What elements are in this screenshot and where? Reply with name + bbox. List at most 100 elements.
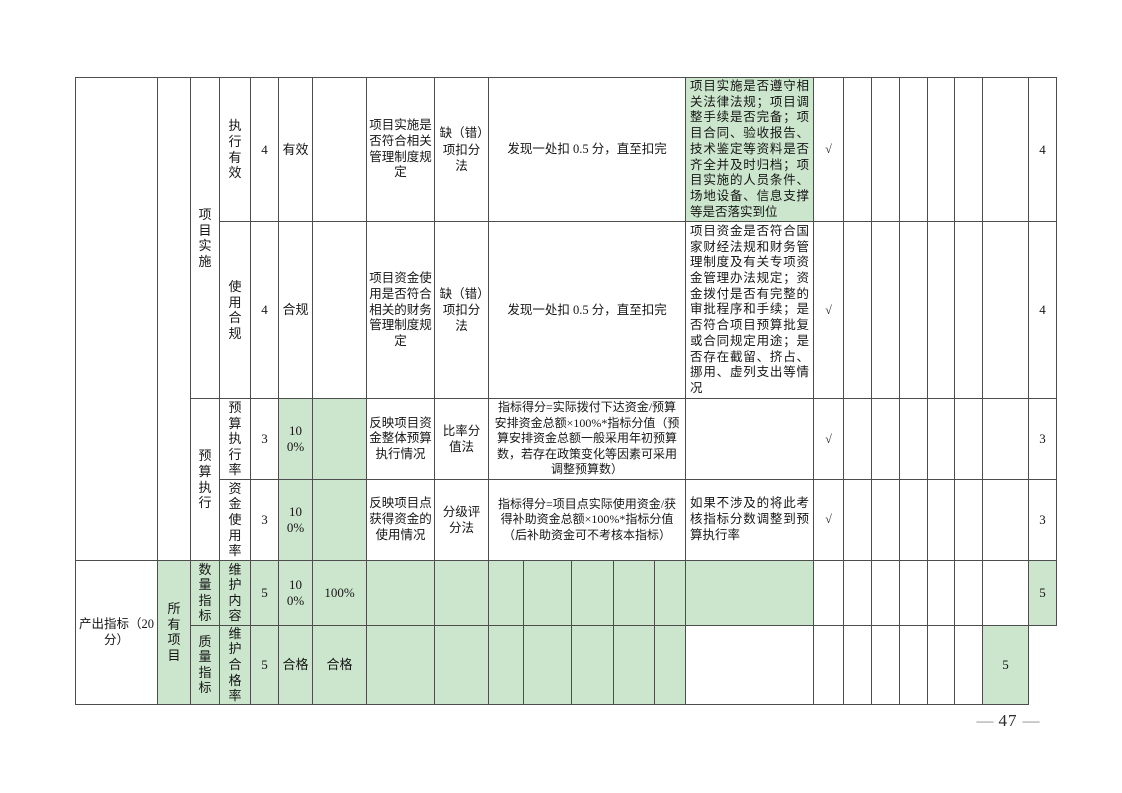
cell-exec-effective-score: 4 bbox=[250, 76, 279, 223]
cell-exec-effective-points: 项目实施是否遵守相关法律法规；项目调整手续是否完备；项目合同、验收报告、技术鉴定… bbox=[685, 76, 815, 223]
empty-cell bbox=[571, 559, 614, 626]
empty-cell bbox=[871, 559, 901, 626]
empty-cell bbox=[685, 398, 815, 480]
cell-fund-use-rate-explanation: 反映项目点获得资金的使用情况 bbox=[366, 478, 435, 561]
cell-fund-use-rate-checkmark: √ bbox=[813, 478, 845, 561]
empty-cell bbox=[871, 76, 901, 223]
cell-maintain-pass-rate-final-score: 5 bbox=[982, 624, 1030, 705]
empty-cell bbox=[613, 624, 655, 705]
cell-fund-use-rate-points: 如果不涉及的将此考核指标分数调整到预算执行率 bbox=[685, 478, 815, 561]
empty-cell bbox=[434, 624, 489, 705]
empty-cell bbox=[871, 478, 901, 561]
empty-cell bbox=[871, 398, 901, 480]
empty-cell bbox=[954, 559, 984, 626]
cell-exec-effective-method: 缺（错）项扣分法 bbox=[434, 76, 489, 223]
cell-budget-exec-rate-explanation: 反映项目资金整体预算执行情况 bbox=[366, 398, 435, 480]
empty-cell bbox=[685, 624, 815, 705]
empty-cell bbox=[312, 398, 367, 480]
cell-group-all-projects: 所有项目 bbox=[157, 559, 191, 705]
cell-level1-blank bbox=[75, 77, 158, 561]
empty-cell bbox=[899, 624, 929, 705]
empty-cell bbox=[982, 76, 1030, 223]
empty-cell bbox=[843, 559, 873, 626]
empty-cell bbox=[843, 76, 873, 223]
cell-exec-effective-standard: 发现一处扣 0.5 分，直至扣完 bbox=[487, 76, 687, 223]
group-label: 预算执行 bbox=[198, 448, 212, 511]
cell-budget-exec-rate-score: 3 bbox=[250, 398, 279, 480]
empty-cell bbox=[813, 624, 845, 705]
empty-cell bbox=[927, 398, 956, 480]
empty-cell bbox=[843, 624, 873, 705]
empty-cell bbox=[653, 624, 687, 705]
cell-use-compliance-score: 4 bbox=[250, 221, 279, 400]
empty-cell bbox=[982, 221, 1030, 400]
cell-maintain-content-target: 100% bbox=[278, 559, 313, 626]
group-label: 所有项目 bbox=[167, 601, 181, 663]
group-label: 项目实施 bbox=[198, 206, 212, 269]
empty-cell bbox=[899, 398, 929, 480]
empty-cell bbox=[982, 559, 1030, 626]
empty-cell bbox=[954, 221, 984, 400]
cell-exec-effective-target: 有效 bbox=[278, 76, 313, 223]
empty-cell bbox=[843, 398, 873, 480]
cell-use-compliance-method: 缺（错）项扣分法 bbox=[434, 221, 489, 400]
empty-cell bbox=[843, 478, 873, 561]
empty-cell bbox=[613, 559, 655, 626]
category-label: 质量指标 bbox=[198, 633, 212, 696]
cell-use-compliance-points: 项目资金是否符合国家财经法规和财务管理制度及有关专项资金管理办法规定；资金拨付是… bbox=[685, 221, 815, 400]
empty-cell bbox=[954, 478, 984, 561]
empty-cell bbox=[982, 478, 1030, 561]
empty-cell bbox=[954, 624, 984, 705]
cell-scope-blank bbox=[157, 77, 191, 561]
cell-maintain-content-score: 5 bbox=[250, 559, 279, 626]
empty-cell bbox=[927, 478, 956, 561]
cell-maintain-pass-rate-value: 合格 bbox=[312, 624, 367, 705]
cell-use-compliance-checkmark: √ bbox=[813, 221, 845, 400]
performance-indicator-table: 项目实施 执行有效 4 有效 项目实施是否符合相关管理制度规定 缺（错）项扣分法… bbox=[75, 76, 1058, 705]
category-label: 数量指标 bbox=[198, 561, 212, 624]
empty-cell bbox=[927, 221, 956, 400]
cell-exec-effective-checkmark: √ bbox=[813, 76, 845, 223]
empty-cell bbox=[685, 559, 815, 626]
cell-fund-use-rate-target: 100% bbox=[278, 478, 313, 561]
cell-group-project-implementation: 项目实施 bbox=[190, 76, 220, 400]
cell-use-compliance-standard: 发现一处扣 0.5 分，直至扣完 bbox=[487, 221, 687, 400]
indicator-label: 执行有效 bbox=[228, 118, 242, 181]
cell-budget-exec-rate-checkmark: √ bbox=[813, 398, 845, 480]
empty-cell bbox=[366, 624, 435, 705]
empty-cell bbox=[366, 559, 435, 626]
cell-use-compliance-target: 合规 bbox=[278, 221, 313, 400]
page-number-dash-left: — bbox=[976, 711, 994, 730]
cell-budget-exec-rate-final-score: 3 bbox=[1028, 398, 1058, 480]
empty-cell bbox=[954, 76, 984, 223]
cell-budget-exec-rate-target: 100% bbox=[278, 398, 313, 480]
empty-cell bbox=[871, 624, 901, 705]
cell-fund-use-rate-method: 分级评分法 bbox=[434, 478, 489, 561]
empty-cell bbox=[899, 478, 929, 561]
table-row: 使用合规 4 合规 项目资金使用是否符合相关的财务管理制度规定 缺（错）项扣分法… bbox=[76, 221, 1058, 400]
empty-cell bbox=[312, 76, 367, 223]
empty-cell bbox=[653, 559, 687, 626]
cell-quantity-category: 数量指标 bbox=[190, 559, 220, 626]
empty-cell bbox=[954, 398, 984, 480]
cell-maintain-content-indicator: 维护内容 bbox=[219, 559, 251, 626]
cell-use-compliance-explanation: 项目资金使用是否符合相关的财务管理制度规定 bbox=[366, 221, 435, 400]
empty-cell bbox=[899, 559, 929, 626]
indicator-label: 使用合规 bbox=[228, 279, 242, 341]
empty-cell bbox=[843, 221, 873, 400]
empty-cell bbox=[571, 624, 614, 705]
page-number-dash-right: — bbox=[1022, 711, 1040, 730]
empty-cell bbox=[982, 398, 1030, 480]
empty-cell bbox=[813, 559, 845, 626]
indicator-label: 维护合格率 bbox=[228, 625, 242, 704]
empty-cell bbox=[312, 221, 367, 400]
cell-maintain-content-final-score: 5 bbox=[1028, 559, 1058, 626]
empty-cell bbox=[899, 76, 929, 223]
empty-cell bbox=[434, 559, 489, 626]
empty-cell bbox=[927, 624, 956, 705]
empty-cell bbox=[523, 559, 572, 626]
indicator-label: 预算执行率 bbox=[228, 400, 242, 478]
cell-exec-effective-indicator: 执行有效 bbox=[219, 76, 251, 223]
table-row: 预算执行 预算执行率 3 100% 反映项目资金整体预算执行情况 比率分值法 指… bbox=[76, 398, 1058, 561]
cell-fund-use-rate-indicator: 资金使用率 bbox=[219, 478, 251, 561]
